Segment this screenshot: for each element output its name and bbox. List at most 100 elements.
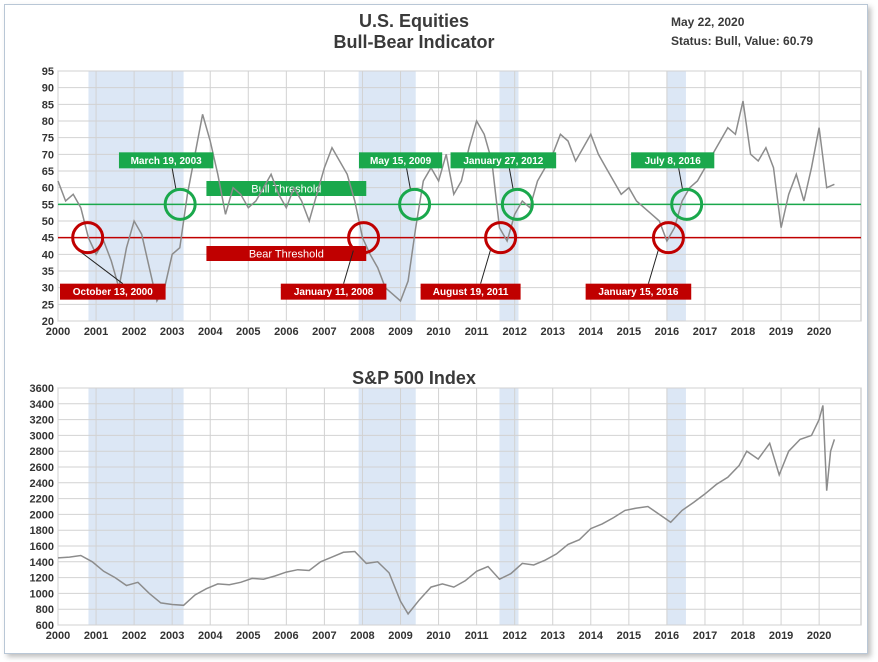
- y-tick-label: 1600: [30, 541, 54, 553]
- x-tick-label: 2005: [236, 630, 260, 642]
- x-tick-label: 2010: [426, 630, 450, 642]
- bull-threshold-label: Bull Threshold: [251, 183, 321, 195]
- bull-threshold-label-box: [206, 181, 367, 196]
- x-tick-label: 2020: [807, 630, 831, 642]
- recession-shading: [358, 71, 416, 321]
- y-tick-label: 55: [42, 199, 54, 211]
- y-tick-label: 85: [42, 99, 54, 111]
- x-tick-label: 2012: [502, 630, 526, 642]
- annotation-connector: [406, 168, 412, 191]
- bull-signal-circle: [398, 187, 432, 221]
- x-tick-label: 2018: [731, 630, 755, 642]
- x-tick-label: 2014: [579, 630, 604, 642]
- annotation-connector: [508, 168, 514, 191]
- x-tick-label: 2016: [655, 326, 679, 338]
- x-tick-label: 2006: [274, 326, 298, 338]
- annotation-label: May 15, 2009: [370, 156, 432, 167]
- x-tick-label: 2011: [465, 630, 489, 642]
- chart-canvas: U.S. Equities Bull-Bear Indicator May 22…: [30, 11, 862, 642]
- bear-signal-circle: [71, 221, 105, 255]
- x-tick-label: 2005: [236, 326, 260, 338]
- x-tick-label: 2004: [198, 630, 223, 642]
- annotation-box: [450, 152, 557, 169]
- annotation-connector: [480, 249, 492, 284]
- bear-signal-circle: [484, 221, 518, 255]
- x-tick-label: 2009: [388, 326, 412, 338]
- y-tick-label: 45: [42, 233, 54, 245]
- y-tick-label: 2200: [30, 494, 54, 506]
- annotation-label: July 8, 2016: [645, 156, 702, 167]
- x-tick-label: 2019: [769, 326, 793, 338]
- x-tick-label: 2015: [617, 630, 641, 642]
- y-tick-label: 3600: [30, 383, 54, 395]
- x-tick-label: 2001: [84, 326, 108, 338]
- x-tick-label: 2012: [502, 326, 526, 338]
- y-tick-label: 30: [42, 283, 54, 295]
- y-tick-label: 1400: [30, 557, 54, 569]
- x-tick-label: 2017: [693, 326, 717, 338]
- x-tick-label: 2017: [693, 630, 717, 642]
- recession-shading: [499, 388, 519, 625]
- x-tick-label: 2009: [388, 630, 412, 642]
- x-tick-label: 2020: [807, 326, 831, 338]
- y-tick-label: 90: [42, 83, 54, 95]
- x-tick-label: 2002: [122, 630, 146, 642]
- x-tick-label: 2000: [46, 326, 70, 338]
- recession-shading: [88, 388, 184, 625]
- x-tick-label: 2011: [465, 326, 489, 338]
- x-tick-label: 2003: [160, 326, 184, 338]
- x-tick-label: 2002: [122, 326, 146, 338]
- annotation-label: August 19, 2011: [433, 287, 509, 298]
- annotation-label: January 11, 2008: [294, 287, 374, 298]
- y-tick-label: 3400: [30, 399, 54, 411]
- annotation-label: October 13, 2000: [73, 287, 153, 298]
- annotation-box: [60, 283, 166, 300]
- x-tick-label: 2013: [540, 326, 564, 338]
- bear-signal-circle: [651, 221, 685, 255]
- y-tick-label: 80: [42, 116, 54, 128]
- x-tick-label: 2018: [731, 326, 755, 338]
- x-tick-label: 2010: [426, 326, 450, 338]
- x-tick-label: 2013: [540, 630, 564, 642]
- annotation-box: [358, 152, 443, 169]
- annotation-connector: [647, 249, 659, 284]
- annotation-connector: [343, 249, 355, 284]
- y-tick-label: 50: [42, 216, 54, 228]
- y-tick-label: 3000: [30, 430, 54, 442]
- y-tick-label: 1000: [30, 588, 54, 600]
- x-tick-label: 2015: [617, 326, 641, 338]
- chart-frame: U.S. Equities Bull-Bear Indicator May 22…: [4, 4, 868, 654]
- x-tick-label: 2008: [350, 326, 374, 338]
- x-tick-label: 2006: [274, 630, 298, 642]
- x-tick-label: 2008: [350, 630, 374, 642]
- sp500-chart: 3600 3400 3200 3000 2800 2600 2400 2200 2000 1800…: [30, 383, 862, 642]
- chart-title-line1: U.S. Equities: [359, 11, 469, 31]
- bear-threshold-label-box: [206, 246, 367, 261]
- y-tick-label: 1200: [30, 573, 54, 585]
- recession-shading: [666, 388, 686, 625]
- annotation-box: [118, 152, 214, 169]
- annotation-connector: [77, 249, 124, 285]
- chart-title-line2: Bull-Bear Indicator: [333, 32, 494, 52]
- status-text: Status: Bull, Value: 60.79: [671, 34, 813, 48]
- annotation-box: [280, 283, 387, 300]
- bear-signal-circle: [347, 221, 381, 255]
- annotation-connector: [171, 168, 177, 191]
- y-tick-label: 800: [36, 604, 54, 616]
- x-tick-label: 2014: [579, 326, 604, 338]
- bear-threshold-label: Bear Threshold: [249, 248, 324, 260]
- x-tick-label: 2001: [84, 630, 108, 642]
- annotation-connector: [678, 168, 684, 191]
- y-tick-label: 3200: [30, 415, 54, 427]
- bull-signal-circle: [163, 187, 197, 221]
- annotation-box: [420, 283, 521, 300]
- recession-shading: [499, 71, 519, 321]
- sp500-line: [57, 405, 836, 616]
- recession-shading: [666, 71, 686, 321]
- y-tick-label: 95: [42, 66, 54, 78]
- y-tick-label: 35: [42, 266, 54, 278]
- x-tick-label: 2003: [160, 630, 184, 642]
- y-tick-label: 2600: [30, 462, 54, 474]
- status-date: May 22, 2020: [671, 15, 745, 29]
- x-tick-label: 2016: [655, 630, 679, 642]
